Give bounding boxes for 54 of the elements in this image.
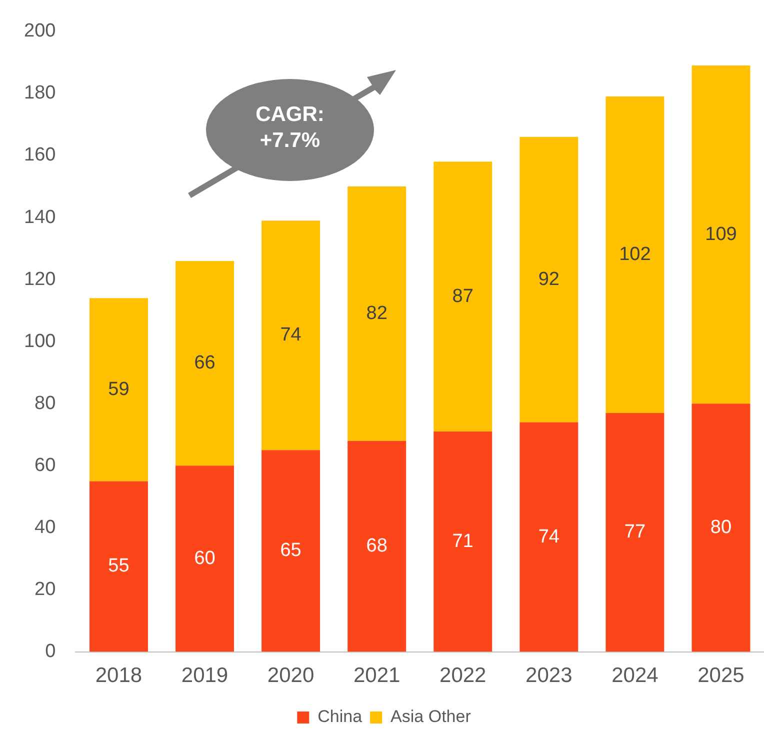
y-tick-label: 0 (45, 641, 56, 662)
x-tick-label: 2022 (440, 664, 486, 688)
bar (606, 96, 664, 413)
y-tick-label: 180 (24, 82, 56, 104)
data-label: 55 (108, 556, 130, 577)
bar (348, 440, 406, 652)
bar (692, 66, 750, 404)
data-label: 71 (452, 530, 474, 552)
bar (520, 422, 578, 652)
x-tick-label: 2023 (526, 664, 572, 688)
legend-label: China (318, 707, 363, 726)
bar (89, 298, 148, 482)
y-tick-label: 80 (34, 392, 56, 414)
bar (176, 466, 234, 652)
data-label: 77 (624, 522, 646, 543)
bar (434, 162, 492, 432)
data-label: 65 (280, 540, 302, 562)
data-label: 80 (710, 516, 732, 538)
data-label: 87 (452, 286, 474, 307)
x-tick-label: 2019 (181, 664, 228, 688)
bar (606, 412, 664, 652)
data-label: 68 (366, 536, 388, 557)
x-tick-label: 2020 (267, 664, 314, 688)
bar (262, 220, 320, 450)
x-tick-label: 2018 (95, 664, 142, 688)
bar (89, 481, 148, 652)
x-tick-label: 2025 (698, 664, 744, 688)
bar (348, 186, 406, 441)
data-label: 66 (194, 352, 216, 374)
y-tick-label: 40 (34, 516, 56, 538)
bar (520, 136, 578, 422)
y-tick-label: 200 (24, 20, 56, 42)
data-label: 82 (366, 302, 388, 324)
data-label: 102 (619, 244, 651, 265)
x-tick-label: 2021 (353, 664, 400, 688)
y-tick-label: 160 (24, 144, 56, 166)
data-label: 92 (538, 268, 560, 290)
data-label: 109 (705, 224, 737, 245)
x-tick-label: 2024 (612, 664, 659, 688)
legend-label: Asia Other (390, 707, 472, 726)
bar (434, 432, 492, 652)
bar (692, 404, 750, 652)
data-label: 74 (538, 526, 560, 548)
y-tick-label: 120 (24, 268, 56, 290)
data-label: 60 (194, 548, 216, 569)
annotation: CAGR: +7.7% (254, 102, 326, 154)
data-label: 74 (280, 324, 302, 346)
bar (176, 260, 234, 466)
y-tick-label: 60 (34, 454, 56, 476)
bar (262, 450, 320, 652)
y-tick-label: 100 (24, 330, 56, 352)
y-tick-label: 20 (34, 578, 56, 600)
y-tick-label: 140 (24, 206, 56, 228)
data-label: 59 (108, 378, 130, 400)
